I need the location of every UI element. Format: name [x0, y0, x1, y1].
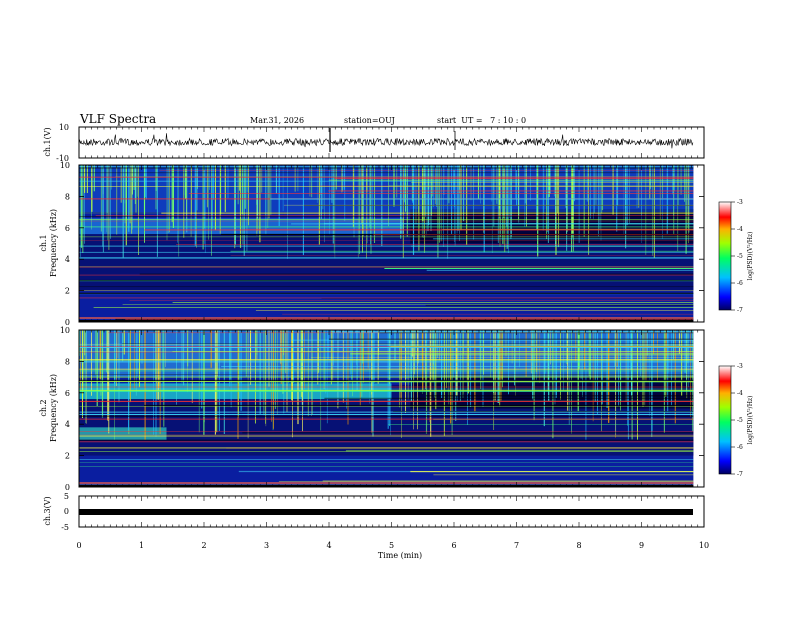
ch1-colorbar-label: log(PSD)(V²/Hz)	[747, 232, 754, 281]
ch1-waveform-panel: 10 -10 ch.1(V)	[43, 123, 705, 163]
ch1-colorbar-tick--6: -6	[737, 280, 743, 287]
ch1-spec-ylabel-2: Frequency (kHz)	[49, 209, 58, 277]
ch2-colorbar-tick--6: -6	[737, 444, 743, 451]
ch2-freq-tick-2: 2	[65, 452, 70, 461]
ch1-colorbar-tick--5: -5	[737, 253, 743, 260]
ch1-tick-top: 10	[59, 123, 69, 132]
time-tick-6: 6	[451, 541, 456, 550]
ch1-colorbar-tick--3: -3	[737, 199, 743, 206]
time-tick-4: 4	[326, 541, 331, 550]
ch3-tick-bottom: -5	[61, 523, 69, 532]
ch1-freq-tick-2: 2	[65, 287, 70, 296]
ch2-colorbar-tick--5: -5	[737, 417, 743, 424]
ch1-freq-tick-0: 0	[65, 318, 70, 327]
ch3-tick-mid: 0	[64, 507, 69, 516]
ch3-trace	[79, 509, 693, 515]
ch1-tick-bottom: -10	[56, 154, 69, 163]
station-label: station=OUJ	[344, 116, 395, 125]
ch1-trace	[78, 133, 694, 149]
date-label: Mar.31, 2026	[250, 116, 304, 125]
ch3-waveform-panel: 5 0 -5 ch.3(V)	[43, 492, 705, 532]
time-tick-10: 10	[699, 541, 709, 550]
time-tick-2: 2	[201, 541, 206, 550]
time-axis-tick-labels: 0 1 2 3 4 5 6 7 8 9 10	[76, 541, 709, 550]
time-tick-9: 9	[639, 541, 644, 550]
time-axis-ticks	[78, 127, 705, 527]
ch2-spec-ylabel-2: Frequency (kHz)	[49, 374, 58, 442]
ch2-colorbar-tick--7: -7	[737, 471, 743, 478]
ch2-spectrogram-panel: 0 2 4 6 8 10 ch.2 Frequency (kHz)	[39, 326, 705, 492]
ch2-colorbar: -3 -4 -5 -6 -7 log(PSD)(V²/Hz)	[718, 363, 754, 478]
time-tick-1: 1	[139, 541, 144, 550]
ch1-colorbar: -3 -4 -5 -6 -7 log(PSD)(V²/Hz)	[718, 199, 754, 314]
ch1-freq-tick-4: 4	[65, 255, 70, 264]
time-tick-7: 7	[514, 541, 519, 550]
time-tick-8: 8	[576, 541, 581, 550]
time-tick-5: 5	[389, 541, 394, 550]
ch1-colorbar-tick--4: -4	[737, 226, 743, 233]
ch2-freq-tick-0: 0	[65, 483, 70, 492]
ch2-freq-tick-6: 6	[65, 389, 70, 398]
time-tick-3: 3	[264, 541, 269, 550]
ch3-tick-top: 5	[64, 492, 69, 501]
ch2-freq-tick-8: 8	[65, 357, 70, 366]
ch2-spec-ylabel-1: ch.2	[39, 399, 48, 416]
ch1-freq-tick-10: 10	[60, 161, 70, 170]
ch2-freq-tick-4: 4	[65, 420, 70, 429]
ch3-ylabel: ch.3(V)	[43, 496, 52, 525]
start-time-label: start UT = 7 : 10 : 0	[437, 116, 526, 125]
ch1-freq-tick-6: 6	[65, 224, 70, 233]
ch1-spectrogram-panel: 0 2 4 6 8 10 ch.1 Frequency (kHz)	[39, 161, 705, 327]
ch2-colorbar-label: log(PSD)(V²/Hz)	[747, 396, 754, 445]
ch1-spec-ylabel-1: ch.1	[39, 234, 48, 251]
ch2-colorbar-tick--3: -3	[737, 363, 743, 370]
time-axis-label: Time (min)	[378, 551, 422, 560]
ch1-colorbar-tick--7: -7	[737, 307, 743, 314]
ch2-colorbar-tick--4: -4	[737, 390, 743, 397]
ch1-ylabel: ch.1(V)	[43, 127, 52, 156]
figure-title: VLF Spectra	[79, 112, 156, 126]
ch1-freq-tick-8: 8	[65, 192, 70, 201]
ch2-freq-tick-10: 10	[60, 326, 70, 335]
time-tick-0: 0	[76, 541, 81, 550]
